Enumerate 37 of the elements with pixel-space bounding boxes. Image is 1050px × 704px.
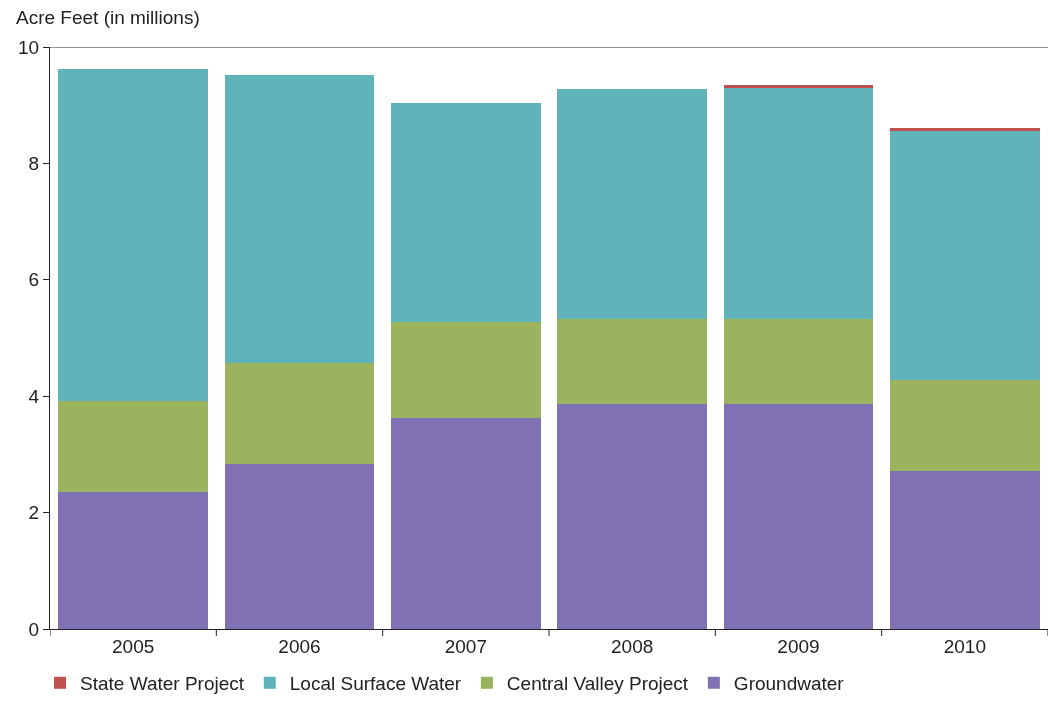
bar [723, 403, 874, 629]
legend-label: Groundwater [733, 673, 845, 695]
bar [390, 322, 541, 418]
bar [723, 87, 874, 319]
y-axis-title: Acre Feet (in millions) [16, 7, 200, 28]
y-tick-label: 6 [28, 269, 40, 291]
x-tick-label: 2010 [943, 635, 986, 657]
bar [58, 491, 209, 629]
legend-label: Local Surface Water [289, 673, 462, 695]
bar [889, 470, 1040, 629]
bar [390, 417, 541, 629]
bar [58, 400, 209, 492]
bar [557, 318, 708, 404]
y-tick-label: 4 [28, 385, 40, 407]
bar [557, 88, 708, 319]
y-tick-label: 2 [28, 502, 40, 524]
x-tick-label: 2009 [777, 635, 820, 657]
legend-label: Central Valley Project [506, 673, 689, 695]
x-tick-label: 2007 [444, 635, 487, 657]
bar [224, 363, 375, 465]
bar [723, 84, 874, 88]
bar [723, 318, 874, 404]
bar [889, 128, 1040, 131]
bar [889, 379, 1040, 471]
y-tick-label: 0 [28, 618, 40, 640]
bar [390, 102, 541, 323]
bar [557, 403, 708, 629]
legend-label: State Water Project [80, 673, 245, 695]
bar [58, 69, 209, 401]
y-tick-label: 10 [18, 36, 40, 58]
bar [224, 464, 375, 629]
x-tick-label: 2005 [112, 635, 155, 657]
bar [224, 74, 375, 364]
x-tick-label: 2006 [278, 635, 321, 657]
y-tick-label: 8 [28, 153, 40, 175]
bar [889, 130, 1040, 380]
x-tick-label: 2008 [611, 635, 654, 657]
